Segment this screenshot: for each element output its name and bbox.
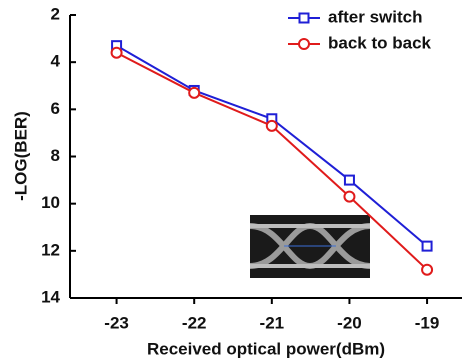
page: {"chart_data": {"type": "line", "x_label…: [0, 0, 466, 362]
x-tick-label: -23: [104, 313, 129, 332]
data-point: [345, 176, 354, 185]
x-tick-label: -20: [337, 313, 362, 332]
eye-diagram-inset: [250, 215, 370, 278]
y-tick-label: 2: [51, 4, 60, 23]
y-tick-label: 4: [51, 52, 61, 71]
y-tick-label: 8: [51, 146, 60, 165]
y-tick-label: 6: [51, 99, 60, 118]
y-tick-label: 10: [41, 193, 60, 212]
data-point: [112, 48, 122, 58]
data-point: [267, 121, 277, 131]
x-axis-label: Received optical power(dBm): [147, 339, 385, 358]
x-tick-label: -21: [260, 313, 285, 332]
y-tick-label: 12: [41, 240, 60, 259]
x-tick-label: -22: [182, 313, 207, 332]
y-tick-label: 14: [41, 287, 60, 306]
data-point: [422, 265, 432, 275]
data-point: [189, 88, 199, 98]
legend-marker: [299, 39, 309, 49]
legend-marker: [300, 14, 309, 23]
x-tick-label: -19: [415, 313, 440, 332]
data-point: [423, 242, 432, 251]
y-axis-label: -LOG(BER): [11, 111, 30, 201]
legend-label: back to back: [328, 33, 432, 52]
chart: -LOG(BER) Received optical power(dBm) 2 4…: [0, 0, 466, 362]
legend-label: after switch: [328, 7, 422, 26]
data-point: [344, 192, 354, 202]
